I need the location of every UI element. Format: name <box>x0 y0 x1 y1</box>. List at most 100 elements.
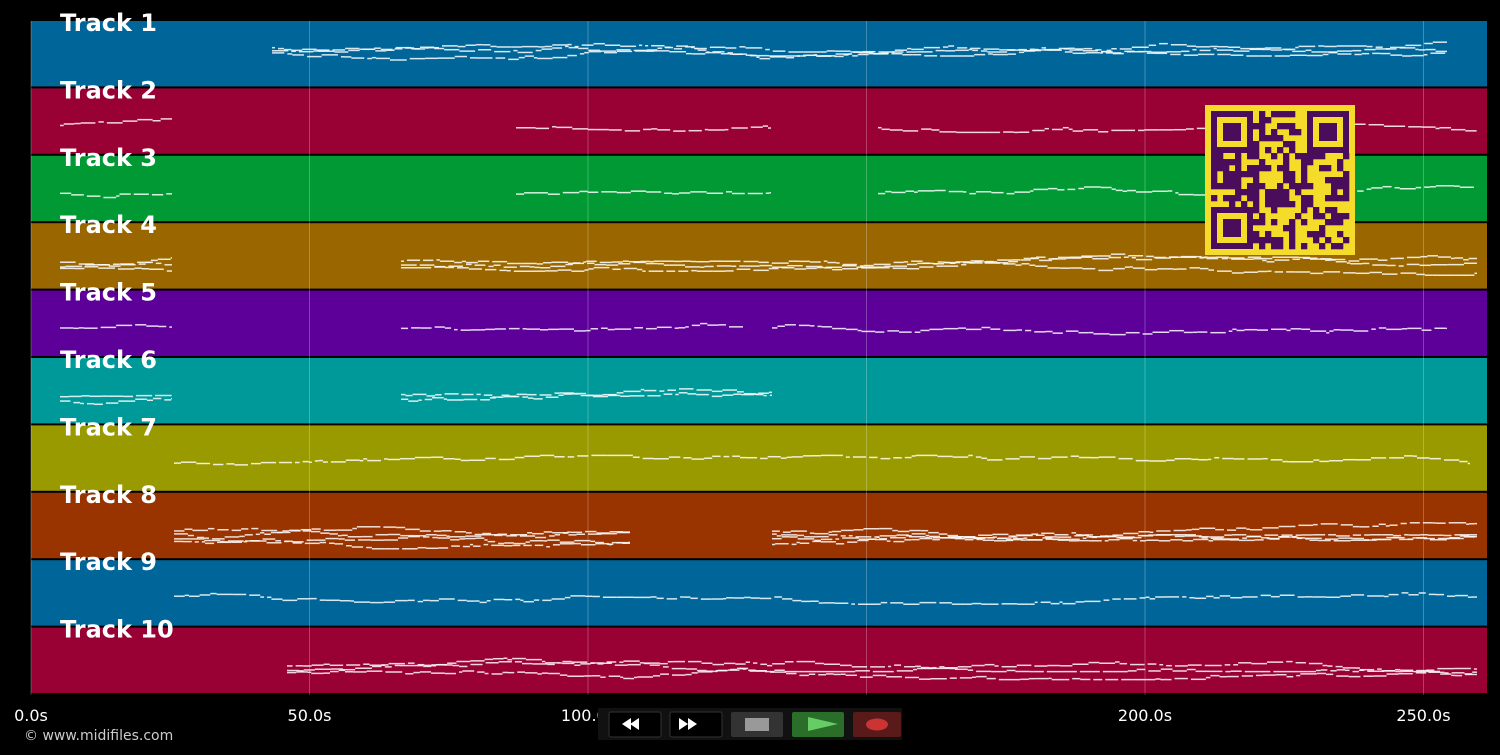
qr-module <box>1313 231 1320 238</box>
qr-module <box>1271 207 1278 214</box>
qr-module <box>1337 195 1344 202</box>
qr-module <box>1259 243 1266 250</box>
qr-module <box>1283 165 1290 172</box>
qr-module <box>1229 195 1236 202</box>
qr-module <box>1289 183 1296 190</box>
qr-module <box>1271 153 1278 160</box>
qr-module <box>1289 123 1296 130</box>
qr-module <box>1301 219 1308 226</box>
qr-module <box>1307 159 1314 166</box>
qr-module <box>1229 159 1236 166</box>
qr-module <box>1259 111 1266 118</box>
qr-module <box>1343 177 1350 184</box>
qr-module <box>1289 147 1296 154</box>
qr-module <box>1289 171 1296 178</box>
track-name: Track 4 <box>60 211 157 239</box>
stop-button[interactable] <box>731 712 783 737</box>
labels: Track 1 Track 2 Track 3 Track 4 Track 5 Track… <box>14 9 1450 725</box>
qr-module <box>1277 111 1284 118</box>
qr-module <box>1265 231 1272 238</box>
grid <box>30 21 1424 695</box>
qr-module <box>1271 201 1278 208</box>
forward-button[interactable] <box>669 711 723 738</box>
qr-module <box>1319 225 1326 232</box>
qr-module <box>1265 189 1272 196</box>
qr-module <box>1277 183 1284 190</box>
qr-module <box>1259 117 1266 124</box>
qr-module <box>1211 183 1218 190</box>
track-name: Track 9 <box>60 548 157 576</box>
qr-module <box>1301 183 1308 190</box>
qr-module <box>1343 183 1350 190</box>
qr-module <box>1331 195 1338 202</box>
qr-module <box>1223 171 1230 178</box>
qr-module <box>1241 171 1248 178</box>
stop-icon <box>745 718 769 731</box>
qr-module <box>1253 183 1260 190</box>
qr-module <box>1235 195 1242 202</box>
qr-module <box>1271 219 1278 226</box>
qr-module <box>1259 135 1266 142</box>
qr-module <box>1235 189 1242 196</box>
qr-module <box>1343 213 1350 220</box>
qr-module <box>1277 243 1284 250</box>
qr-module <box>1289 111 1296 118</box>
track-name: Track 3 <box>60 144 157 172</box>
qr-module <box>1271 243 1278 250</box>
qr-module <box>1319 213 1326 220</box>
qr-module <box>1289 231 1296 238</box>
record-button[interactable] <box>853 712 901 737</box>
qr-module <box>1295 153 1302 160</box>
qr-module <box>1331 207 1338 214</box>
qr-module <box>1277 123 1284 130</box>
qr-module <box>1289 141 1296 148</box>
qr-module <box>1223 165 1230 172</box>
qr-module <box>1343 153 1350 160</box>
qr-module <box>1277 195 1284 202</box>
qr-module <box>1289 225 1296 232</box>
qr-module <box>1247 189 1254 196</box>
qr-module <box>1235 177 1242 184</box>
qr-module <box>1271 189 1278 196</box>
rewind-button[interactable] <box>608 711 662 738</box>
qr-module <box>1325 165 1332 172</box>
qr-module <box>1211 195 1218 202</box>
qr-module <box>1211 171 1218 178</box>
qr-module <box>1277 201 1284 208</box>
qr-module <box>1343 237 1350 244</box>
qr-module <box>1253 201 1260 208</box>
qr-module <box>1289 243 1296 250</box>
qr-module <box>1283 141 1290 148</box>
qr-module <box>1223 177 1230 184</box>
qr-module <box>1271 237 1278 244</box>
qr-module <box>1331 183 1338 190</box>
qr-module <box>1337 165 1344 172</box>
qr-module <box>1253 177 1260 184</box>
qr-module <box>1301 153 1308 160</box>
qr-module <box>1223 183 1230 190</box>
qr-module <box>1259 213 1266 220</box>
play-button[interactable] <box>792 712 844 737</box>
transport-controls <box>598 708 902 740</box>
qr-module <box>1235 159 1242 166</box>
qr-module <box>1277 189 1284 196</box>
qr-module <box>1247 183 1254 190</box>
qr-module <box>1307 183 1314 190</box>
qr-module <box>1259 165 1266 172</box>
qr-module <box>1271 195 1278 202</box>
qr-module <box>1241 201 1248 208</box>
track-lane <box>31 358 1487 424</box>
qr-module <box>1337 159 1344 166</box>
qr-module <box>1229 183 1236 190</box>
qr-finder <box>1223 123 1241 141</box>
qr-module <box>1265 195 1272 202</box>
qr-module <box>1265 147 1272 154</box>
qr-module <box>1235 153 1242 160</box>
qr-module <box>1307 153 1314 160</box>
qr-module <box>1319 243 1326 250</box>
qr-module <box>1259 237 1266 244</box>
qr-module <box>1265 201 1272 208</box>
qr-module <box>1295 183 1302 190</box>
qr-module <box>1283 225 1290 232</box>
